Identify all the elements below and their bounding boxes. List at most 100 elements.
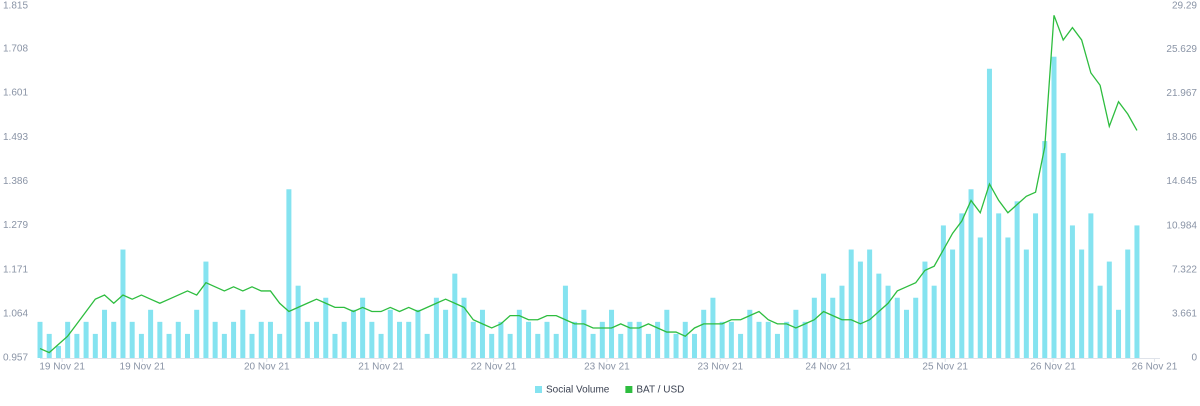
bar	[74, 333, 80, 358]
y-tick-label: 0.957	[3, 353, 28, 364]
legend-label: Social Volume	[546, 385, 610, 396]
bar	[701, 309, 707, 358]
y2-tick-label: 18.306	[1166, 132, 1197, 143]
legend-swatch	[535, 386, 542, 393]
bar	[120, 249, 126, 358]
bar	[1069, 225, 1075, 358]
bar	[231, 321, 237, 358]
bar	[295, 285, 301, 358]
bar	[138, 333, 144, 358]
bar	[940, 225, 946, 358]
bar	[857, 261, 863, 358]
bar	[553, 333, 559, 358]
bar	[719, 321, 725, 358]
bar	[535, 333, 541, 358]
bar	[922, 261, 928, 358]
bar	[277, 333, 283, 358]
bar	[55, 345, 61, 358]
bar	[415, 309, 421, 358]
bar	[1097, 285, 1103, 358]
line	[39, 15, 1138, 354]
x-tick-label: 23 Nov 21	[697, 362, 743, 373]
bar	[111, 321, 117, 358]
bar	[516, 309, 522, 358]
legend-swatch	[625, 386, 633, 393]
bar	[913, 297, 919, 358]
bar	[627, 321, 633, 358]
x-tick-label: 20 Nov 21	[244, 362, 290, 373]
bar	[959, 213, 965, 358]
bar	[867, 249, 873, 358]
bar	[747, 309, 753, 358]
bar	[387, 309, 393, 358]
bar	[65, 321, 71, 358]
bar	[148, 309, 154, 358]
bar	[728, 321, 734, 358]
bar	[304, 321, 310, 358]
bar	[249, 333, 255, 358]
bar	[738, 333, 744, 358]
bar	[904, 309, 910, 358]
x-tick-label: 23 Nov 21	[584, 362, 630, 373]
bar	[1134, 225, 1140, 358]
y2-tick-label: 7.322	[1172, 264, 1197, 275]
bar	[489, 333, 495, 358]
bar	[424, 333, 430, 358]
bar	[821, 273, 827, 358]
bar	[194, 309, 200, 358]
y-tick-label: 1.708	[3, 44, 28, 55]
bar	[793, 309, 799, 358]
bar	[323, 297, 329, 358]
bar	[498, 321, 504, 358]
bar	[129, 321, 135, 358]
bar	[1106, 261, 1112, 358]
x-tick-label: 19 Nov 21	[39, 362, 85, 373]
bar	[443, 309, 449, 358]
bar	[332, 333, 338, 358]
x-tick-label: 26 Nov 21	[1030, 362, 1076, 373]
bar	[470, 321, 476, 358]
bar	[1042, 141, 1048, 358]
bar	[784, 321, 790, 358]
bar	[950, 249, 956, 358]
bar	[1023, 249, 1029, 358]
bar	[267, 321, 273, 358]
bar	[507, 333, 513, 358]
bar	[544, 321, 550, 358]
bar	[664, 309, 670, 358]
bar	[479, 309, 485, 358]
bar	[1079, 249, 1085, 358]
y2-tick-label: 25.629	[1166, 44, 1197, 55]
bar	[830, 297, 836, 358]
y2-tick-label: 3.661	[1172, 309, 1197, 320]
bar	[314, 321, 320, 358]
bar	[682, 321, 688, 358]
bar	[1116, 309, 1122, 358]
bar	[221, 333, 227, 358]
bar	[996, 213, 1002, 358]
bar	[876, 273, 882, 358]
bar	[765, 321, 771, 358]
bar	[240, 309, 246, 358]
bar	[184, 333, 190, 358]
bar	[83, 321, 89, 358]
bar	[599, 321, 605, 358]
x-tick-label: 24 Nov 21	[805, 362, 851, 373]
bar	[369, 321, 375, 358]
y-tick-label: 1.815	[3, 1, 28, 12]
bar	[1014, 201, 1020, 358]
y-tick-label: 1.064	[3, 309, 28, 320]
legend-label: BAT / USD	[636, 385, 684, 396]
bar	[885, 285, 891, 358]
bar	[350, 309, 356, 358]
bar	[175, 321, 181, 358]
bar	[406, 321, 412, 358]
bar	[258, 321, 264, 358]
bar	[581, 309, 587, 358]
x-tick-label: 25 Nov 21	[922, 362, 968, 373]
y2-tick-label: 0	[1191, 353, 1197, 364]
bar	[839, 285, 845, 358]
bar	[212, 321, 218, 358]
bar	[655, 321, 661, 358]
x-tick-label: 21 Nov 21	[358, 362, 404, 373]
